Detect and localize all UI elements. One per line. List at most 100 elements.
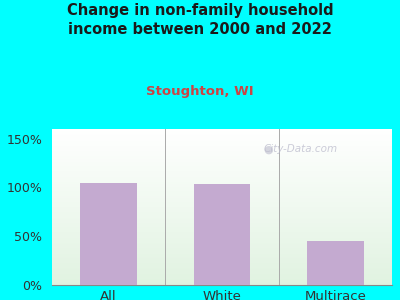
Bar (52, 226, 392, 227)
Bar (52, 154, 392, 155)
Bar (52, 143, 392, 145)
Bar (52, 220, 392, 221)
Bar (52, 174, 392, 176)
Bar (52, 179, 392, 181)
Bar (52, 254, 392, 255)
Bar (52, 167, 392, 168)
Bar (52, 233, 392, 235)
Bar (52, 171, 392, 173)
Bar (52, 145, 392, 146)
Bar (52, 221, 392, 223)
Bar (52, 240, 392, 241)
Bar (52, 271, 392, 272)
Bar (52, 210, 392, 212)
Bar (52, 279, 392, 280)
Bar (52, 135, 392, 137)
Text: Change in non-family household
income between 2000 and 2022: Change in non-family household income be… (67, 3, 333, 37)
Bar (52, 212, 392, 213)
Bar (52, 246, 392, 247)
Bar (52, 248, 392, 249)
Bar (52, 241, 392, 243)
Bar (52, 238, 392, 240)
Bar (52, 138, 392, 140)
Bar (52, 218, 392, 220)
Bar (52, 188, 392, 190)
Bar (52, 163, 392, 165)
Bar (52, 152, 392, 154)
Bar (52, 259, 392, 260)
Bar (52, 216, 392, 218)
Text: ●: ● (263, 144, 273, 154)
Bar (52, 224, 392, 226)
Bar (52, 162, 392, 163)
Bar (52, 257, 392, 259)
Bar (52, 272, 392, 274)
Bar (52, 223, 392, 224)
Bar (52, 142, 392, 143)
Bar (52, 274, 392, 276)
Bar (52, 198, 392, 199)
Bar (52, 190, 392, 191)
Bar (52, 165, 392, 166)
Text: City-Data.com: City-Data.com (263, 144, 337, 154)
Bar (52, 276, 392, 277)
Bar (52, 185, 392, 187)
Bar (194, 184, 250, 285)
Bar (52, 132, 392, 134)
Bar (52, 243, 392, 244)
Bar (52, 282, 392, 284)
Bar (52, 213, 392, 215)
Bar (52, 265, 392, 266)
Bar (52, 268, 392, 269)
Bar (52, 244, 392, 246)
Bar (52, 235, 392, 237)
Bar (52, 168, 392, 170)
Bar (52, 260, 392, 262)
Bar (52, 255, 392, 257)
Bar (307, 241, 364, 285)
Bar (52, 277, 392, 279)
Bar (52, 148, 392, 149)
Bar (52, 237, 392, 238)
Bar (52, 251, 392, 252)
Bar (52, 191, 392, 193)
Bar (52, 262, 392, 263)
Bar (52, 229, 392, 230)
Bar (52, 169, 392, 171)
Bar (52, 227, 392, 229)
Bar (52, 184, 392, 185)
Bar (52, 129, 392, 130)
Bar (52, 140, 392, 142)
Bar (52, 137, 392, 138)
Bar (52, 176, 392, 177)
Bar (52, 173, 392, 174)
Bar (52, 149, 392, 151)
Bar (52, 157, 392, 159)
Bar (52, 230, 392, 232)
Bar (52, 159, 392, 160)
Bar (52, 201, 392, 202)
Bar (52, 252, 392, 254)
Bar (52, 130, 392, 132)
Bar (52, 196, 392, 198)
Bar (52, 146, 392, 148)
Bar (52, 215, 392, 216)
Bar (52, 194, 392, 196)
Bar (52, 155, 392, 157)
Bar (52, 134, 392, 135)
Bar (52, 204, 392, 206)
Bar (52, 177, 392, 179)
Bar (52, 202, 392, 204)
Bar (52, 160, 392, 162)
Bar (52, 249, 392, 251)
Text: Stoughton, WI: Stoughton, WI (146, 85, 254, 98)
Bar (52, 280, 392, 282)
Bar (52, 263, 392, 265)
Bar (52, 181, 392, 182)
Bar (80, 183, 137, 285)
Bar (52, 199, 392, 201)
Bar (52, 207, 392, 208)
Bar (52, 232, 392, 233)
Bar (52, 208, 392, 210)
Bar (52, 151, 392, 152)
